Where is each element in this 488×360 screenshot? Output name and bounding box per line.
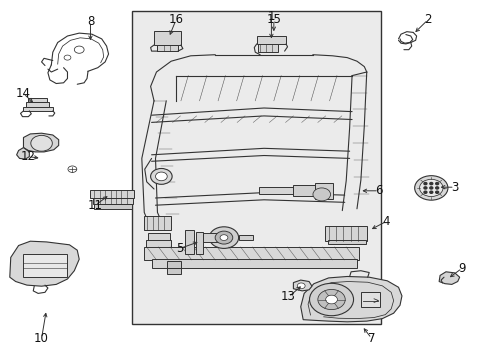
Circle shape	[435, 191, 438, 193]
Bar	[167, 261, 181, 268]
Bar	[145, 240, 171, 248]
Bar	[293, 185, 315, 196]
Bar	[26, 102, 49, 107]
Circle shape	[317, 289, 345, 310]
Bar	[132, 11, 381, 324]
Polygon shape	[17, 148, 29, 159]
Circle shape	[423, 183, 426, 185]
Circle shape	[429, 183, 432, 185]
Bar	[195, 232, 203, 254]
Circle shape	[209, 227, 238, 248]
Circle shape	[31, 135, 52, 151]
Circle shape	[312, 188, 330, 201]
Bar	[144, 216, 171, 230]
Circle shape	[74, 46, 84, 53]
Circle shape	[220, 235, 227, 240]
Circle shape	[423, 187, 426, 189]
Polygon shape	[438, 272, 459, 284]
Circle shape	[423, 191, 426, 193]
Bar	[325, 226, 366, 241]
Bar	[238, 235, 253, 240]
Bar	[94, 204, 132, 209]
Circle shape	[64, 55, 71, 60]
Circle shape	[435, 187, 438, 189]
Polygon shape	[300, 276, 401, 322]
Circle shape	[435, 183, 438, 185]
Text: 6: 6	[374, 184, 382, 197]
Bar	[256, 36, 285, 44]
Circle shape	[215, 231, 232, 244]
Text: 13: 13	[281, 291, 295, 303]
Polygon shape	[10, 241, 79, 286]
Text: 3: 3	[450, 181, 458, 194]
Bar	[154, 31, 181, 45]
Bar	[259, 187, 294, 194]
Circle shape	[325, 295, 337, 304]
Text: 1: 1	[267, 10, 275, 23]
Text: 7: 7	[367, 332, 375, 345]
Polygon shape	[293, 280, 311, 291]
Bar	[90, 190, 134, 198]
Text: 15: 15	[266, 13, 281, 26]
Text: 12: 12	[21, 150, 36, 163]
Circle shape	[309, 283, 353, 316]
Circle shape	[414, 176, 447, 200]
Circle shape	[68, 166, 77, 172]
Bar	[167, 268, 181, 274]
Bar	[184, 230, 193, 254]
Circle shape	[429, 187, 432, 189]
Text: 16: 16	[168, 13, 183, 26]
Bar	[360, 292, 380, 307]
Text: 11: 11	[88, 199, 102, 212]
Circle shape	[150, 168, 172, 184]
Text: 14: 14	[16, 87, 31, 100]
Bar	[151, 259, 356, 268]
Circle shape	[297, 283, 305, 289]
Bar	[258, 44, 277, 52]
Bar	[144, 247, 359, 260]
Bar	[315, 183, 332, 199]
Bar	[23, 107, 53, 111]
Bar	[28, 98, 47, 102]
Circle shape	[419, 179, 442, 197]
Bar	[327, 240, 365, 244]
Bar	[147, 233, 169, 241]
Text: 4: 4	[382, 215, 389, 228]
Bar	[203, 233, 220, 242]
Text: 8: 8	[86, 15, 94, 28]
Circle shape	[429, 191, 432, 193]
Circle shape	[155, 172, 167, 181]
Bar	[157, 45, 178, 51]
Text: 9: 9	[457, 262, 465, 275]
Bar	[93, 198, 133, 204]
Text: 2: 2	[423, 13, 431, 26]
Bar	[23, 254, 67, 277]
Text: 5: 5	[176, 242, 183, 255]
Text: 10: 10	[34, 332, 49, 345]
Polygon shape	[23, 133, 59, 152]
